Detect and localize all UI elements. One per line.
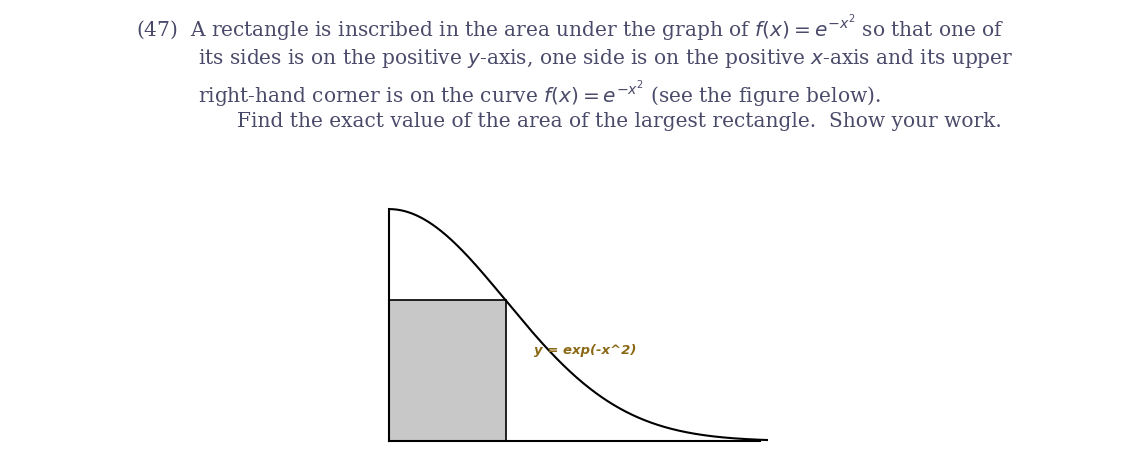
Text: Find the exact value of the area of the largest rectangle.  Show your work.: Find the exact value of the area of the … [237,112,1002,131]
Text: right-hand corner is on the curve $f(x) = e^{-x^2}$ (see the figure below).: right-hand corner is on the curve $f(x) … [198,79,880,109]
Text: y = exp(-x^2): y = exp(-x^2) [534,343,636,356]
Bar [389,301,506,441]
Text: (47)  A rectangle is inscribed in the area under the graph of $f(x) = e^{-x^2}$ : (47) A rectangle is inscribed in the are… [136,14,1003,44]
Text: its sides is on the positive $y$-axis, one side is on the positive $x$-axis and : its sides is on the positive $y$-axis, o… [198,46,1014,69]
